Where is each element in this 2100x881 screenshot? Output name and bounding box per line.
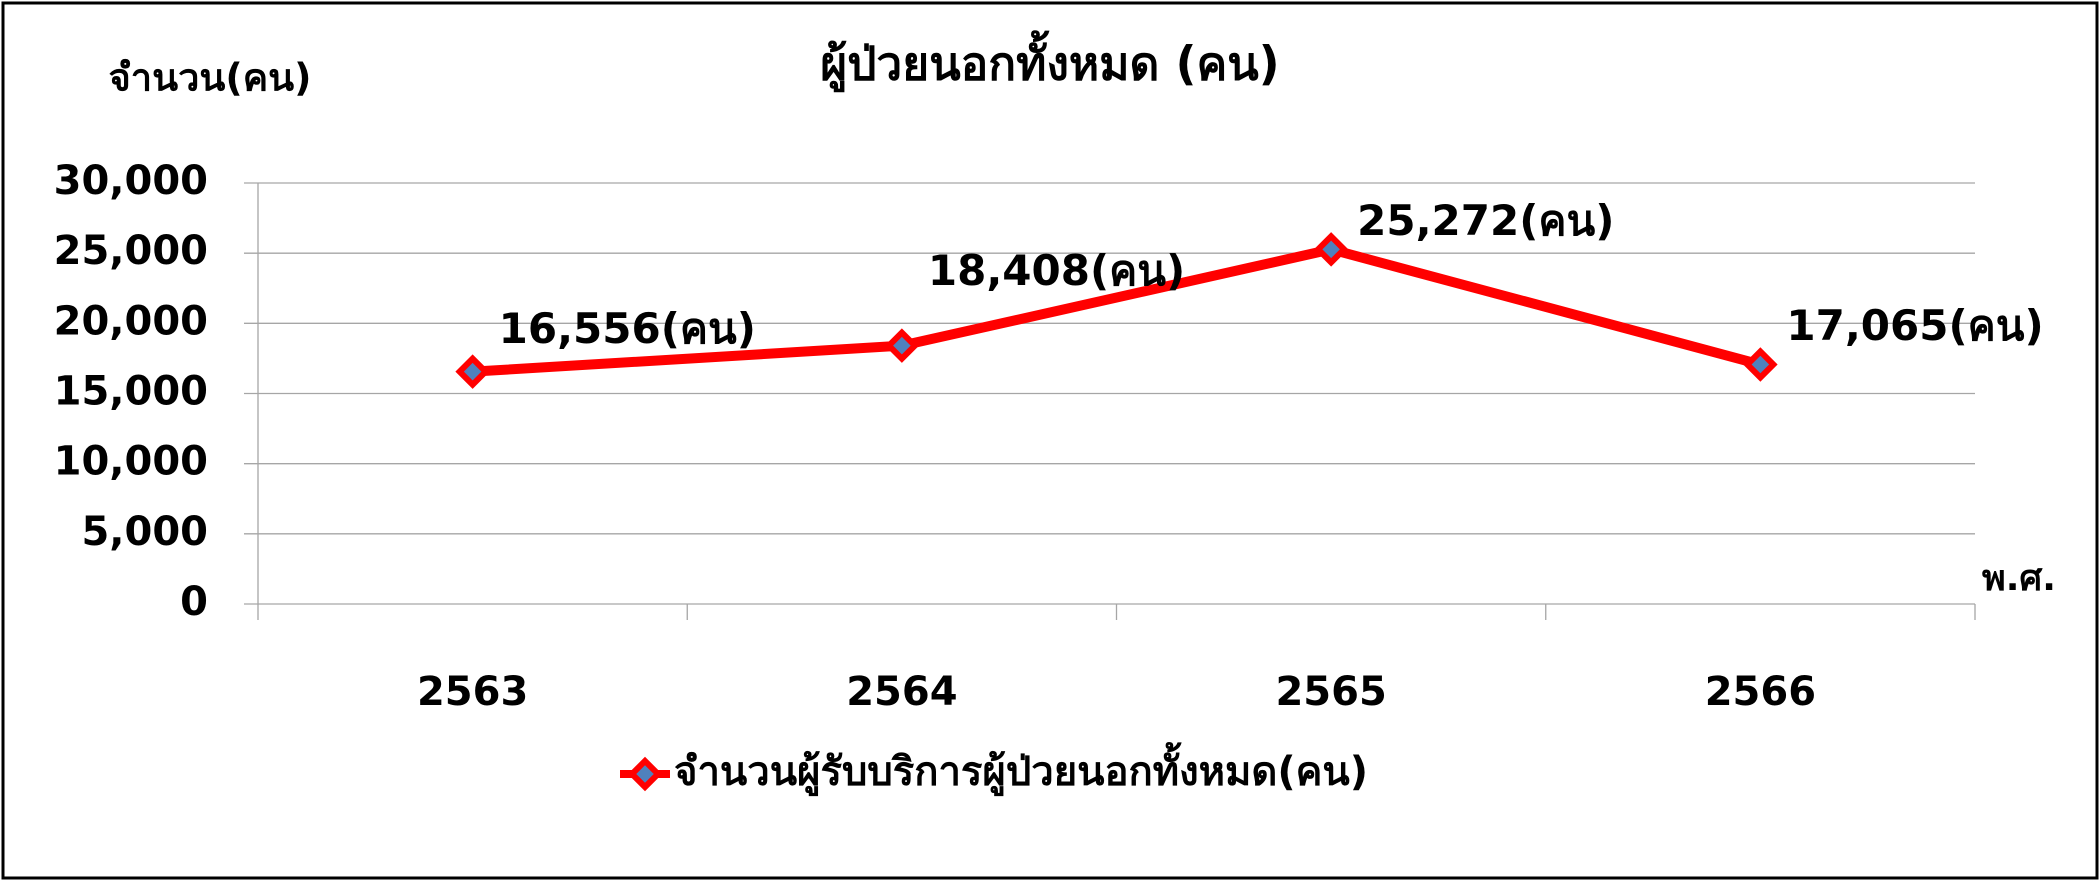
y-tick-label: 20,000 — [54, 298, 208, 344]
line — [472, 244, 1762, 377]
data-label: 17,065(คน) — [1786, 301, 2043, 350]
x-tick-label: 2565 — [1275, 669, 1386, 715]
legend-marker — [627, 756, 663, 792]
y-tick-label: 10,000 — [54, 439, 208, 485]
y-tick-label: 25,000 — [54, 228, 208, 274]
y-tick-label: 30,000 — [54, 158, 208, 204]
marker — [1743, 347, 1778, 382]
y-tick-label: 15,000 — [54, 369, 208, 415]
legend-label: จำนวนผู้รับบริการผู้ป่วยนอกทั้งหมด(คน) — [674, 742, 1368, 796]
chart-title: ผู้ป่วยนอกทั้งหมด (คน) — [820, 30, 1279, 93]
marker — [455, 354, 490, 389]
x-tick-label: 2564 — [846, 669, 957, 715]
x-tick-label: 2566 — [1705, 669, 1816, 715]
y-tick-label: 0 — [180, 579, 208, 625]
x-tick-label: 2563 — [417, 669, 528, 715]
data-label: 16,556(คน) — [499, 304, 756, 353]
marker — [884, 328, 920, 363]
y-axis-label: จำนวน(คน) — [108, 56, 311, 100]
marker — [1313, 232, 1349, 267]
data-label: 25,272(คน) — [1357, 196, 1614, 245]
data-label: 18,408(คน) — [928, 246, 1185, 295]
y-tick-label: 5,000 — [81, 509, 208, 555]
x-axis-label: พ.ศ. — [1982, 558, 2056, 599]
